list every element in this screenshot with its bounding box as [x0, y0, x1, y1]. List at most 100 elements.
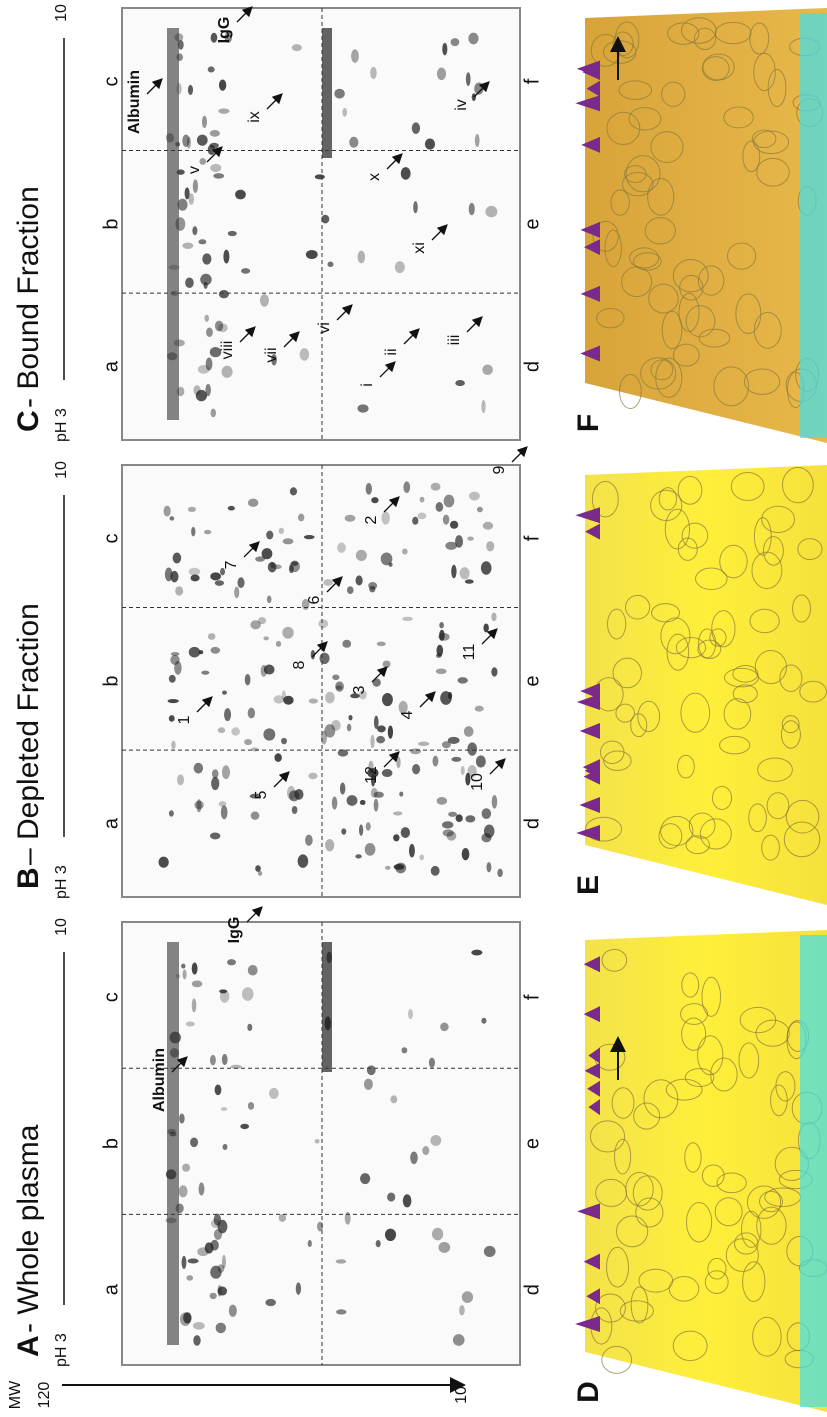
gel-spot [402, 616, 413, 621]
gel-spot [184, 187, 190, 200]
surface-peak [586, 1288, 600, 1305]
gel-spot [250, 811, 260, 820]
gel-spot [247, 498, 259, 507]
gel-spot [196, 799, 202, 813]
surface-contour [730, 472, 765, 501]
annotation: 6 [306, 595, 323, 604]
surface-peak [577, 60, 600, 77]
gel-spot [349, 136, 359, 148]
surface-contour [592, 220, 619, 252]
gel-spot [214, 320, 224, 332]
surface-contour [727, 242, 757, 270]
gel-spot [332, 674, 340, 681]
gel-spot [185, 277, 194, 288]
gel-spot [199, 157, 207, 165]
annotation-arrow [206, 146, 223, 163]
annotation-arrow [326, 576, 343, 593]
gel-spot [350, 693, 360, 699]
surface-contour [635, 1197, 664, 1228]
surface-contour [779, 664, 803, 692]
gel-spot [445, 541, 458, 550]
surface-contour [596, 307, 625, 329]
surface-peak [575, 507, 600, 524]
gel-spot [209, 346, 222, 358]
gel-spot [241, 987, 254, 1001]
gel-spot [441, 741, 451, 749]
surface-contour [677, 537, 698, 561]
surface-contour [665, 1078, 703, 1101]
gel-spot [482, 521, 494, 530]
surface-contour [672, 343, 700, 367]
surface-peak [585, 523, 600, 540]
annotation: xi [411, 242, 428, 254]
gel-spot [430, 865, 440, 876]
gel-spot [191, 962, 198, 975]
gel-spot [244, 673, 251, 686]
annotation: 9 [491, 465, 508, 474]
surface-contour [797, 538, 823, 561]
surface-contour [719, 544, 748, 579]
surface-contour [630, 713, 648, 738]
surface-contour [699, 818, 732, 850]
gel-spot [480, 561, 492, 575]
surface-contour [742, 1261, 766, 1302]
annotation-arrow [239, 326, 256, 343]
region-label: a [100, 1283, 122, 1295]
surface-letter: F [572, 414, 605, 432]
surface-contour [661, 81, 686, 107]
surface-contour [757, 757, 793, 782]
gel-spot [402, 1194, 412, 1208]
gel-spot [314, 1138, 320, 1144]
annotation: IgG [216, 17, 233, 44]
surface-contour [658, 823, 683, 849]
gel-spot [432, 755, 439, 767]
surface-contour [666, 633, 690, 671]
gel-spot [337, 749, 349, 757]
gel-spot [468, 32, 479, 45]
gel-spot [475, 755, 486, 768]
surface-contour [615, 703, 635, 723]
gel-spot [380, 552, 393, 566]
gel-spot [207, 144, 216, 156]
ph-low: pH 3 [53, 1333, 70, 1367]
gel-spot [497, 868, 503, 878]
surface-contour [612, 657, 643, 689]
gel-spot [455, 380, 465, 387]
surface-edge [800, 13, 827, 438]
gel-spot [310, 649, 316, 660]
gel-spot [177, 774, 185, 786]
gel-spot [376, 735, 386, 744]
gel-spot [209, 1292, 217, 1300]
surface-contour [701, 56, 730, 81]
gel-spot [221, 765, 231, 780]
gel-spot [344, 1211, 351, 1225]
gel-spot [223, 249, 230, 264]
annotation-arrow [146, 78, 163, 95]
surface-contour [762, 536, 784, 566]
surface-contour [675, 637, 707, 659]
gel-spot [381, 769, 393, 778]
annotation: Albumin [151, 1048, 168, 1112]
gel-spot [240, 1123, 250, 1130]
gel-spot [210, 1265, 222, 1279]
surface-contour [628, 106, 662, 131]
gel-spot [403, 481, 411, 493]
gel-spot [263, 636, 269, 641]
gel-spot [219, 989, 230, 1003]
region-label: e [521, 1138, 543, 1149]
gel-spot [371, 497, 379, 504]
gel-spot [318, 619, 329, 629]
annotation: i [359, 383, 376, 387]
surface-contour [603, 750, 632, 771]
gel-spot [168, 810, 174, 817]
surface-contour [619, 1300, 654, 1322]
annotation-arrow [383, 496, 400, 513]
surface-contour [704, 1270, 729, 1294]
gel-spot [247, 1102, 255, 1110]
gel-spot [381, 511, 390, 525]
gel-spot [482, 364, 493, 376]
gel-spot [168, 715, 175, 722]
surface-peak [582, 759, 600, 776]
gel-spot [463, 726, 474, 737]
